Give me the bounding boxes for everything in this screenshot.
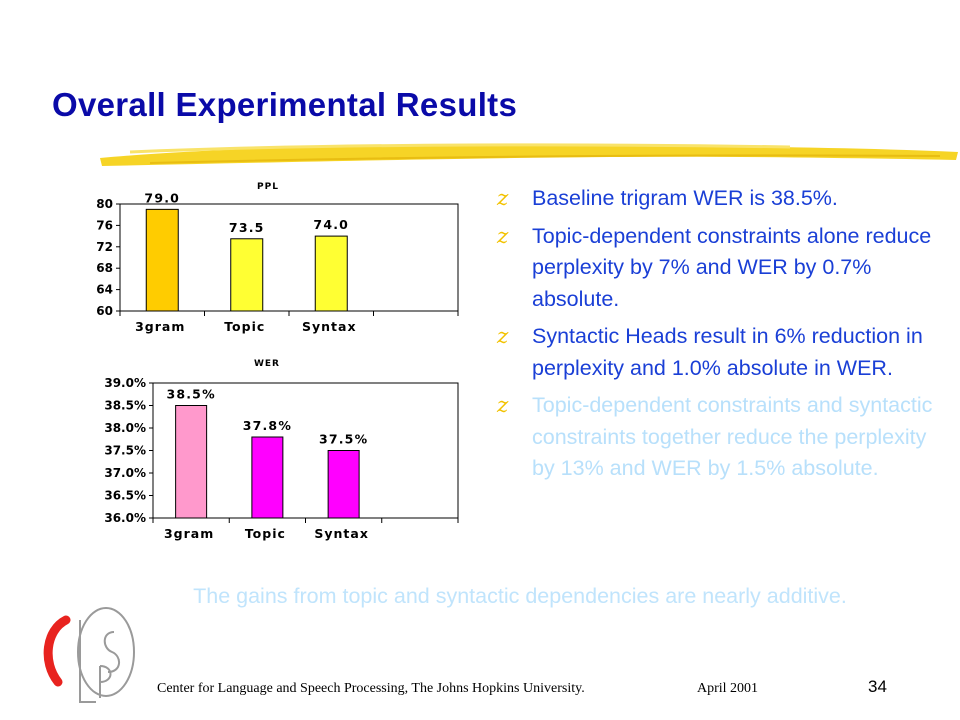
y-tick-label: 37.5% — [104, 444, 146, 458]
y-tick-label: 68 — [96, 261, 113, 275]
bar — [230, 238, 264, 312]
bullet-marker-icon: z — [497, 223, 509, 249]
bullet-text: Topic-dependent constraints alone reduce… — [532, 223, 932, 311]
footer-date: April 2001 — [697, 681, 759, 696]
category-label: Syntax — [314, 526, 369, 541]
bar — [314, 235, 348, 312]
data-label: 79.0 — [144, 190, 180, 205]
bullet-marker-icon: z — [497, 393, 509, 418]
y-tick-label: 36.5% — [104, 489, 146, 503]
y-tick-label: 76 — [96, 218, 113, 232]
data-label: 37.5% — [319, 432, 368, 447]
y-tick-label: 36.0% — [104, 511, 146, 525]
yellow-brush-stroke — [100, 143, 958, 166]
bar — [327, 450, 360, 519]
category-label: Syntax — [302, 319, 357, 334]
footer-text: Center for Language and Speech Processin… — [157, 681, 585, 696]
bullet-item: z Topic-dependent constraints alone reduc… — [497, 221, 937, 316]
bullet-text: Syntactic Heads result in 6% reduction i… — [532, 324, 923, 380]
clsp-logo — [43, 607, 135, 703]
data-label: 38.5% — [166, 387, 215, 402]
bar — [251, 436, 284, 519]
y-tick-label: 80 — [96, 197, 113, 211]
data-label: 74.0 — [313, 217, 349, 232]
y-tick-label: 37.0% — [104, 466, 146, 480]
bullet-item: z Syntactic Heads result in 6% reduction … — [497, 321, 937, 384]
y-tick-label: 38.5% — [104, 399, 146, 413]
bullet-list: z Baseline trigram WER is 38.5%. z Topic-de… — [497, 183, 937, 491]
bullet-item: z Topic-dependent constraints and syntact… — [497, 390, 937, 485]
y-tick-label: 64 — [96, 283, 113, 297]
bullet-item: z Baseline trigram WER is 38.5%. — [497, 183, 937, 215]
bullet-text: Baseline trigram WER is 38.5%. — [532, 186, 838, 210]
category-label: 3gram — [164, 526, 214, 541]
y-tick-label: 38.0% — [104, 421, 146, 435]
y-tick-label: 39.0% — [104, 376, 146, 390]
page-number: 34 — [868, 677, 887, 696]
chart-title: PPL — [257, 182, 279, 192]
category-label: Topic — [245, 526, 286, 541]
data-label: 37.8% — [243, 418, 292, 433]
category-label: 3gram — [135, 319, 185, 334]
bullet-text: Topic-dependent constraints and syntacti… — [532, 393, 933, 480]
plot-frame — [119, 203, 459, 312]
chart-title: WER — [254, 359, 280, 369]
slide-title: Overall Experimental Results — [52, 86, 518, 123]
y-tick-label: 72 — [96, 240, 113, 254]
y-tick-label: 60 — [96, 304, 113, 318]
bar — [175, 405, 208, 519]
data-label: 73.5 — [229, 220, 265, 235]
bar — [145, 208, 179, 312]
category-label: Topic — [224, 319, 265, 334]
bullet-marker-icon: z — [497, 324, 509, 349]
summary-text: The gains from topic and syntactic depen… — [193, 584, 847, 608]
plot-frame — [152, 382, 459, 519]
bullet-marker-icon: z — [497, 186, 509, 211]
